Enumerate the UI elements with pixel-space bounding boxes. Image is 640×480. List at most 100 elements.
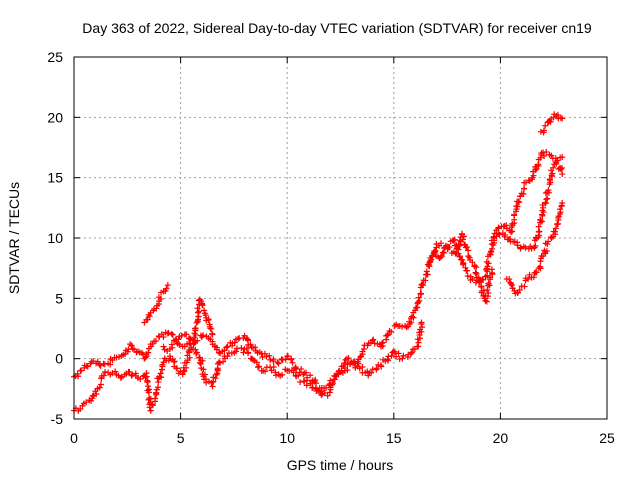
data-point-sample [446, 244, 453, 251]
data-point-sample [129, 371, 136, 378]
data-point-sample [400, 352, 407, 359]
data-point-sample [206, 321, 213, 328]
data-point-sample [235, 335, 242, 342]
data-point-sample [484, 263, 491, 270]
data-point-sample [101, 361, 108, 368]
data-point-sample [545, 187, 552, 194]
data-point [559, 154, 566, 161]
data-point-sample [440, 249, 447, 256]
data-point-sample [199, 302, 206, 309]
data-point [478, 283, 485, 290]
data-point-sample [537, 216, 544, 223]
series-track-1 [71, 148, 566, 395]
data-point-sample [541, 152, 548, 159]
data-point-sample [178, 332, 185, 339]
data-point-sample [550, 164, 557, 171]
data-point-sample [153, 389, 160, 396]
data-point-sample [282, 356, 289, 363]
data-point-sample [220, 358, 227, 365]
data-point-sample [552, 228, 559, 235]
data-point-sample [192, 325, 199, 332]
y-tick-label: 25 [47, 49, 63, 65]
data-point [309, 384, 316, 391]
y-tick-label: -5 [51, 411, 64, 427]
data-point-sample [476, 277, 483, 284]
data-point-sample [438, 240, 445, 247]
data-point [267, 356, 274, 363]
data-point-sample [94, 358, 101, 365]
data-point-sample [313, 380, 320, 387]
series-track-7 [503, 200, 566, 297]
data-point [514, 203, 521, 210]
data-point-sample [142, 354, 149, 361]
data-point-sample [461, 241, 468, 248]
data-point-sample [200, 366, 207, 373]
data-point-sample [418, 290, 425, 297]
data-point-sample [231, 339, 238, 346]
data-point [196, 354, 203, 361]
data-point [542, 122, 549, 129]
data-point-sample [511, 287, 518, 294]
data-point-sample [107, 361, 114, 368]
data-point-sample [295, 372, 302, 379]
data-point [399, 355, 406, 362]
grid-lines [74, 57, 607, 419]
data-point-sample [405, 351, 412, 358]
data-point-sample [296, 369, 303, 376]
data-point-sample [174, 365, 181, 372]
data-point-sample [395, 350, 402, 357]
data-point-sample [539, 207, 546, 214]
data-point-sample [516, 199, 523, 206]
data-point-sample [307, 380, 314, 387]
data-point-sample [424, 271, 431, 278]
data-point-sample [391, 349, 398, 356]
data-point [201, 307, 208, 314]
data-point-sample [438, 253, 445, 260]
data-point-sample [244, 336, 251, 343]
data-point-sample [307, 372, 314, 379]
data-point [437, 254, 444, 261]
data-point [537, 128, 544, 135]
data-point-sample [186, 354, 193, 361]
data-point [488, 266, 495, 273]
y-axis-label: SDTVAR / TECUs [6, 182, 22, 294]
data-point-sample [153, 305, 160, 312]
data-point-sample [270, 358, 277, 365]
data-point-sample [559, 164, 566, 171]
data-point-sample [459, 257, 466, 264]
chart-title: Day 363 of 2022, Sidereal Day-to-day VTE… [82, 20, 592, 36]
data-point-sample [194, 305, 201, 312]
data-point-sample [186, 335, 193, 342]
data-point [514, 242, 521, 249]
data-point-sample [351, 358, 358, 365]
data-point-sample [147, 407, 154, 414]
data-point-sample [429, 253, 436, 260]
y-tick-label: 0 [55, 351, 63, 367]
x-axis-label: GPS time / hours [287, 457, 394, 473]
data-point-sample [547, 118, 554, 125]
data-point [456, 253, 463, 260]
data-point [152, 395, 159, 402]
data-point [356, 365, 363, 372]
data-point-sample [419, 281, 426, 288]
data-point [452, 250, 459, 257]
data-point-sample [485, 290, 492, 297]
data-point-sample [344, 367, 351, 374]
data-point-sample [384, 356, 391, 363]
series-track-6 [488, 158, 566, 252]
data-point [224, 343, 231, 350]
data-point-sample [455, 242, 462, 249]
y-tick-label: 15 [47, 170, 63, 186]
data-point-sample [537, 263, 544, 270]
data-point-sample [536, 228, 543, 235]
data-point-sample [464, 273, 471, 280]
data-point-sample [399, 323, 406, 330]
data-point-sample [217, 359, 224, 366]
data-point [548, 235, 555, 241]
data-point [318, 391, 325, 398]
data-point-sample [515, 198, 522, 205]
data-point-sample [145, 389, 152, 396]
data-point-sample [209, 338, 216, 345]
data-point-sample [83, 399, 90, 406]
series-track-5 [424, 230, 496, 305]
